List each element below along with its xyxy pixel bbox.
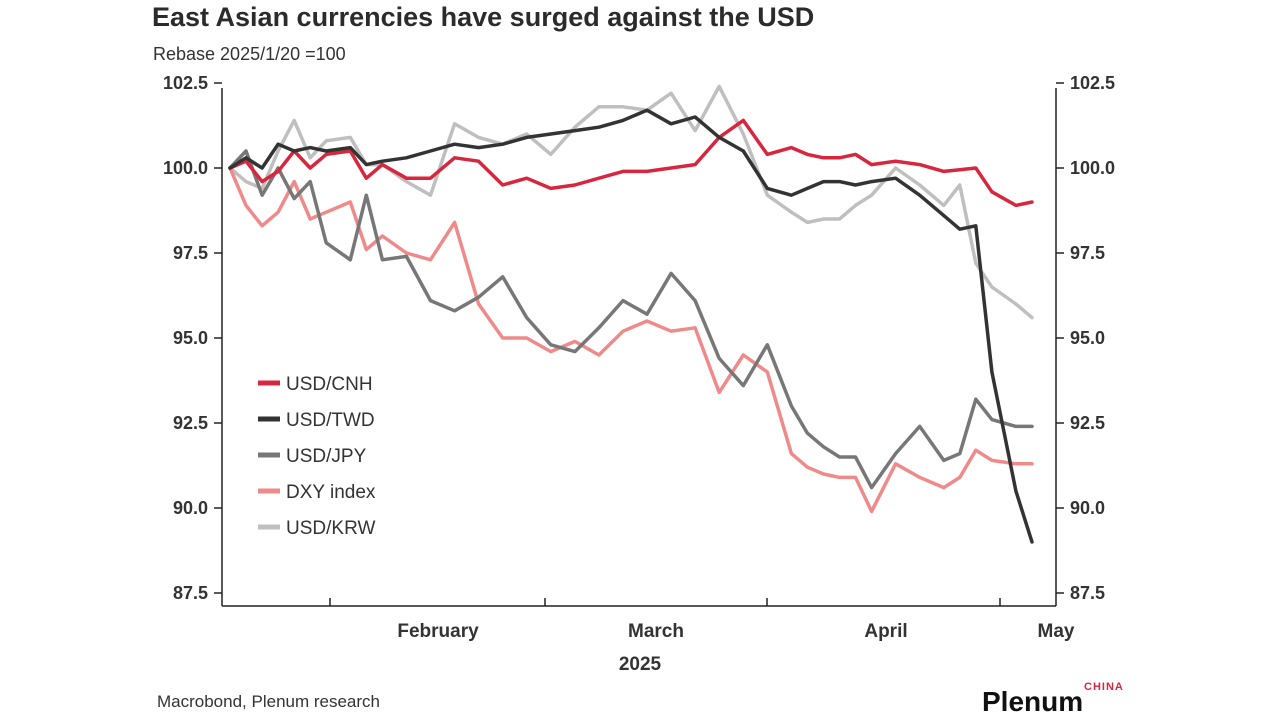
y-tick-label-right: 97.5 [1070,243,1105,263]
y-tick-label-left: 100.0 [163,158,208,178]
chart-title: East Asian currencies have surged agains… [152,2,815,32]
x-tick-label-march: March [628,621,684,642]
series-lines [228,84,1034,544]
y-tick-label-right: 95.0 [1070,328,1105,348]
series-line-usd-cnh [228,118,1034,208]
y-tick-label-left: 97.5 [173,243,208,263]
legend-label: USD/KRW [286,518,375,539]
legend: USD/CNH USD/TWD USD/JPY DXY index USD/KRW [258,374,376,539]
legend-label: USD/TWD [286,410,375,431]
series-line-usd-krw [228,84,1034,320]
legend-label: DXY index [286,482,376,503]
series-line-usd-twd [228,108,1034,544]
y-tick-label-right: 100.0 [1070,158,1115,178]
y-tick-label-left: 87.5 [173,583,208,603]
y-tick-label-left: 95.0 [173,328,208,348]
series-line-usd-jpy [228,149,1034,490]
brand-logo: Plenum [982,686,1084,717]
x-tick-label-february: February [397,621,479,642]
y-tick-label-right: 90.0 [1070,498,1105,518]
y-tick-label-right: 87.5 [1070,583,1105,603]
brand-logo-sub: CHINA [1084,681,1124,693]
series-line-dxy-index [228,166,1034,514]
axes: 102.5 102.5 100.0 100.0 97.5 97.5 95.0 95.0 92.5… [163,73,1115,675]
source-note: Macrobond, Plenum research [157,692,381,711]
legend-label: USD/CNH [286,374,373,395]
y-tick-label-right: 92.5 [1070,413,1105,433]
y-tick-label-left: 102.5 [163,73,208,93]
y-tick-label-left: 90.0 [173,498,208,518]
x-axis-label: 2025 [619,654,662,675]
y-tick-label-left: 92.5 [173,413,208,433]
x-tick-label-april: April [864,621,907,642]
chart-subtitle: Rebase 2025/1/20 =100 [153,44,346,64]
legend-label: USD/JPY [286,446,367,467]
y-tick-label-right: 102.5 [1070,73,1115,93]
x-tick-label-may: May [1038,621,1075,642]
